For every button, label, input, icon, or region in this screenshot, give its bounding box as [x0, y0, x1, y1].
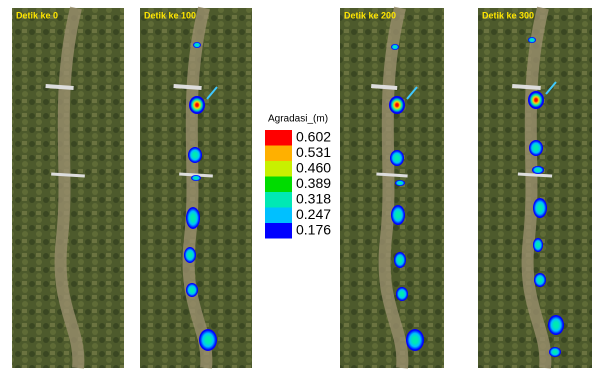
deposition-area [391, 205, 405, 225]
legend-swatch [265, 146, 292, 162]
legend-label: 0.602 [296, 128, 331, 144]
deposition-area [528, 91, 544, 109]
deposition-area [390, 150, 404, 166]
deposition-area [191, 175, 201, 181]
legend-swatch [265, 223, 292, 239]
deposition-area [533, 198, 547, 218]
legend-swatch [265, 130, 292, 146]
deposition-area [549, 347, 561, 357]
panel-label: Detik ke 0 [16, 10, 58, 20]
legend-swatch [265, 208, 292, 224]
deposition-area [193, 42, 201, 48]
deposition-area [406, 329, 424, 351]
road [518, 174, 552, 176]
road [174, 86, 202, 88]
panel-label: Detik ke 200 [344, 10, 396, 20]
legend-title: Agradasi_(m) [268, 114, 328, 125]
deposition-area [188, 147, 202, 163]
legend-label: 0.247 [296, 206, 331, 222]
panel-label: Detik ke 300 [482, 10, 534, 20]
road [51, 174, 85, 176]
deposition-area [394, 252, 406, 268]
deposition-area [532, 166, 544, 174]
legend-label: 0.318 [296, 190, 331, 206]
deposition-area [391, 44, 399, 50]
road [376, 174, 407, 176]
deposition-area [534, 273, 546, 287]
legend-label: 0.389 [296, 175, 331, 191]
deposition-area [396, 287, 408, 301]
legend-swatch [265, 192, 292, 208]
legend-label: 0.531 [296, 144, 331, 160]
panel-label: Detik ke 100 [144, 10, 196, 20]
deposition-area [529, 140, 543, 156]
figure: Agradasi_(m) Detik ke 0 Detik ke 100 Detik… [0, 0, 596, 369]
deposition-area [186, 207, 200, 229]
legend-label: 0.176 [296, 221, 331, 237]
road [46, 86, 74, 88]
deposition-area [548, 315, 564, 335]
deposition-area [389, 96, 405, 114]
legend-swatch [265, 161, 292, 177]
deposition-area [395, 180, 405, 186]
road [371, 86, 397, 88]
legend-label: 0.460 [296, 159, 331, 175]
deposition-area [533, 238, 543, 252]
deposition-area [186, 283, 198, 297]
road [512, 86, 541, 88]
deposition-area [199, 329, 217, 351]
deposition-area [528, 37, 536, 43]
legend-swatch [265, 177, 292, 193]
deposition-area [184, 247, 196, 263]
deposition-area [189, 96, 205, 114]
